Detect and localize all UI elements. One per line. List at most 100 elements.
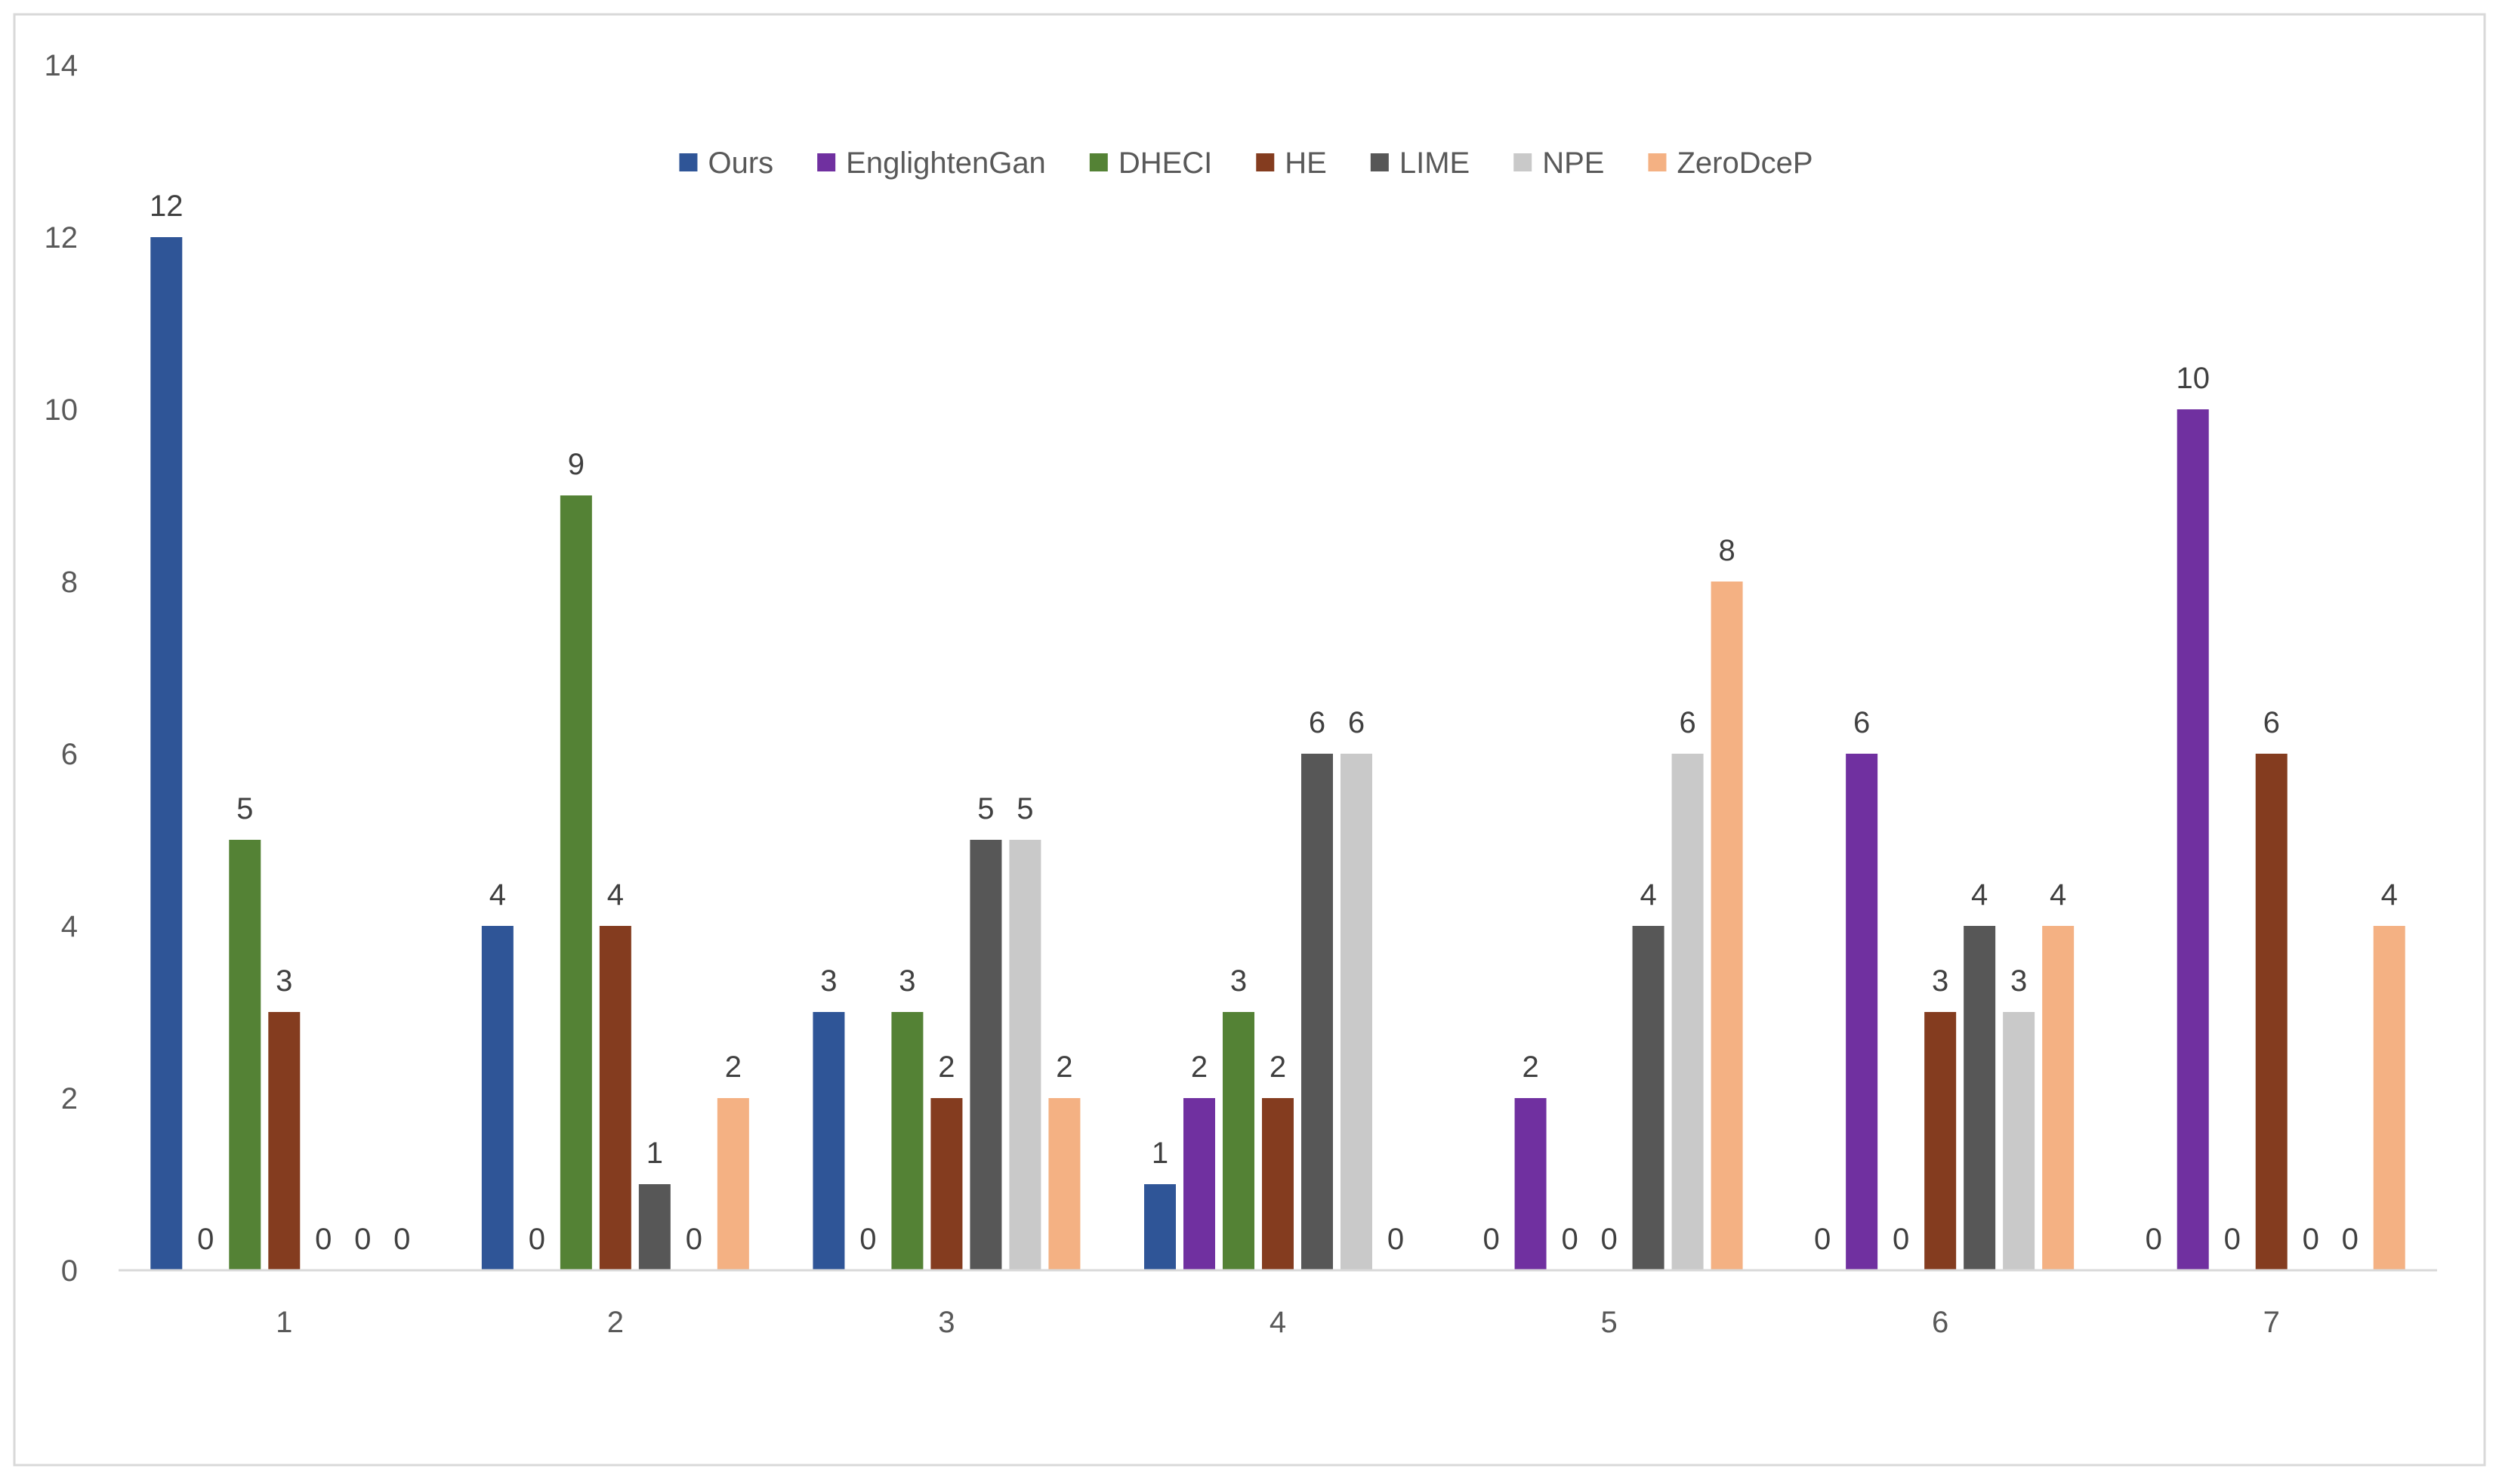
y-tick-label-10: 10 xyxy=(45,393,79,427)
data-label-englightengan-2: 0 xyxy=(529,1223,545,1256)
data-label-npe-4: 6 xyxy=(1348,706,1365,739)
x-tick-label-5: 5 xyxy=(1600,1306,1617,1339)
x-tick-label-4: 4 xyxy=(1270,1306,1286,1339)
bar-zerodcep-3 xyxy=(1048,1098,1081,1270)
data-label-npe-5: 6 xyxy=(1679,706,1695,739)
data-label-he-4: 2 xyxy=(1270,1051,1286,1084)
y-tick-label-14: 14 xyxy=(45,49,79,82)
bar-npe-6 xyxy=(2003,1012,2035,1270)
data-label-he-3: 2 xyxy=(938,1051,955,1084)
bar-englightengan-6 xyxy=(1846,754,1878,1270)
y-tick-label-0: 0 xyxy=(61,1254,78,1288)
data-label-englightengan-5: 2 xyxy=(1522,1051,1538,1084)
legend-swatch-zerodcep xyxy=(1648,153,1667,171)
data-label-zerodcep-3: 2 xyxy=(1056,1051,1072,1084)
bar-ours-2 xyxy=(481,926,514,1270)
bar-dheci-1 xyxy=(229,840,261,1270)
legend: Ours EnglightenGan DHECI HE LIME NPE ZeroDceP xyxy=(679,147,1813,180)
data-label-dheci-1: 5 xyxy=(236,792,253,825)
data-label-he-7: 6 xyxy=(2263,706,2280,739)
data-label-npe-2: 0 xyxy=(686,1223,702,1256)
data-label-englightengan-6: 6 xyxy=(1853,706,1870,739)
data-label-lime-4: 6 xyxy=(1309,706,1325,739)
bar-zerodcep-7 xyxy=(2373,926,2405,1270)
data-label-zerodcep-1: 0 xyxy=(393,1223,410,1256)
bar-he-7 xyxy=(2255,754,2288,1270)
bar-he-2 xyxy=(599,926,631,1270)
data-label-zerodcep-2: 2 xyxy=(725,1051,742,1084)
data-label-lime-5: 4 xyxy=(1640,878,1656,912)
bar-he-6 xyxy=(1924,1012,1957,1270)
data-label-npe-6: 3 xyxy=(2010,964,2027,998)
data-label-ours-3: 3 xyxy=(820,964,837,998)
y-tick-label-6: 6 xyxy=(61,738,78,771)
x-tick-label-2: 2 xyxy=(607,1306,624,1339)
data-label-zerodcep-6: 4 xyxy=(2050,878,2066,912)
data-label-lime-3: 5 xyxy=(977,792,994,825)
y-tick-label-8: 8 xyxy=(61,566,78,599)
legend-label-ours: Ours xyxy=(708,147,773,180)
y-tick-label-4: 4 xyxy=(61,910,78,943)
data-label-zerodcep-5: 8 xyxy=(1718,534,1735,567)
bar-zerodcep-5 xyxy=(1711,582,1743,1270)
bar-npe-4 xyxy=(1341,754,1372,1270)
data-label-npe-7: 0 xyxy=(2342,1223,2359,1256)
legend-swatch-dheci xyxy=(1089,153,1108,171)
data-label-ours-5: 0 xyxy=(1482,1223,1499,1256)
data-label-he-2: 4 xyxy=(607,878,624,912)
data-label-dheci-3: 3 xyxy=(899,964,915,998)
legend-label-lime: LIME xyxy=(1399,147,1470,180)
y-axis-ticks: 0 2 4 6 8 10 12 14 xyxy=(45,49,79,1288)
bar-dheci-4 xyxy=(1223,1012,1254,1270)
bar-zerodcep-6 xyxy=(2042,926,2075,1270)
data-label-dheci-4: 3 xyxy=(1230,964,1247,998)
data-label-he-6: 3 xyxy=(1932,964,1948,998)
legend-swatch-lime xyxy=(1370,153,1389,171)
bars-layer xyxy=(150,237,2405,1270)
bar-lime-2 xyxy=(638,1184,671,1270)
bar-englightengan-4 xyxy=(1183,1098,1215,1270)
bar-lime-6 xyxy=(1964,926,1996,1270)
data-label-ours-7: 0 xyxy=(2146,1223,2162,1256)
legend-label-npe: NPE xyxy=(1542,147,1604,180)
bar-lime-5 xyxy=(1632,926,1664,1270)
data-label-lime-6: 4 xyxy=(1971,878,1988,912)
y-tick-label-2: 2 xyxy=(61,1082,78,1115)
x-tick-label-7: 7 xyxy=(2263,1306,2280,1339)
legend-label-englightengan: EnglightenGan xyxy=(846,147,1046,180)
y-tick-label-12: 12 xyxy=(45,221,79,255)
x-tick-label-3: 3 xyxy=(938,1306,955,1339)
x-tick-label-6: 6 xyxy=(1932,1306,1948,1339)
data-label-englightengan-3: 0 xyxy=(859,1223,876,1256)
data-label-dheci-7: 0 xyxy=(2224,1223,2241,1256)
data-label-englightengan-1: 0 xyxy=(197,1223,214,1256)
data-label-ours-4: 1 xyxy=(1152,1137,1168,1170)
bar-dheci-3 xyxy=(891,1012,924,1270)
bar-he-4 xyxy=(1262,1098,1294,1270)
data-label-zerodcep-4: 0 xyxy=(1387,1223,1404,1256)
bar-dheci-2 xyxy=(560,495,592,1270)
bar-he-1 xyxy=(268,1012,301,1270)
bar-npe-3 xyxy=(1009,840,1041,1270)
legend-label-zerodcep: ZeroDceP xyxy=(1677,147,1813,180)
legend-swatch-ours xyxy=(679,153,698,171)
x-tick-label-1: 1 xyxy=(276,1306,292,1339)
legend-label-he: HE xyxy=(1285,147,1327,180)
bar-ours-3 xyxy=(813,1012,845,1270)
data-label-npe-1: 0 xyxy=(354,1223,371,1256)
legend-swatch-npe xyxy=(1513,153,1532,171)
data-label-englightengan-4: 2 xyxy=(1191,1051,1208,1084)
bar-ours-1 xyxy=(150,237,183,1270)
data-label-zerodcep-7: 4 xyxy=(2381,878,2398,912)
legend-swatch-englightengan xyxy=(817,153,836,171)
data-label-lime-2: 1 xyxy=(646,1137,663,1170)
data-label-dheci-5: 0 xyxy=(1561,1223,1578,1256)
x-axis-ticks: 1 2 3 4 5 6 7 xyxy=(276,1306,2280,1339)
bar-npe-5 xyxy=(1671,754,1704,1270)
legend-label-dheci: DHECI xyxy=(1118,147,1212,180)
data-label-ours-6: 0 xyxy=(1814,1223,1831,1256)
data-label-ours-2: 4 xyxy=(489,878,506,912)
